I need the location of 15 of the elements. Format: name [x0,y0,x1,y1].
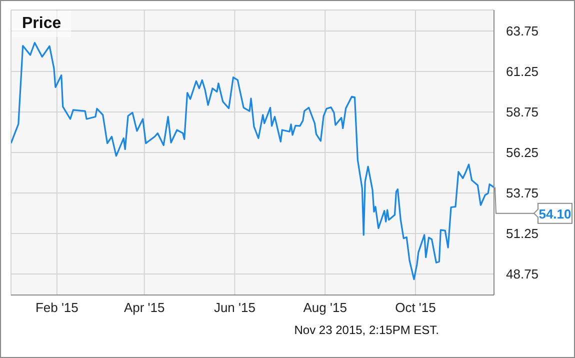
x-tick-label: Aug '15 [303,300,347,316]
text: Nov 23 2015, 2:15PM EST. [294,323,439,337]
y-tick-label: 63.75 [506,24,539,39]
x-tick-label: Feb '15 [35,300,78,316]
y-tick-label: 48.75 [506,266,539,282]
y-tick-label: 61.25 [506,64,539,80]
x-tick-label: Apr '15 [124,300,165,316]
y-tick-label: 51.25 [506,226,539,242]
y-tick-label: 53.75 [506,186,539,201]
x-tick-label: Jun '15 [214,300,256,316]
chart-title: Price [12,11,72,37]
y-tick-label: 56.25 [506,145,539,160]
annotation: 54.10 [538,206,572,222]
x-tick-label: Oct '15 [395,300,436,316]
y-tick-label: 58.75 [506,104,539,120]
